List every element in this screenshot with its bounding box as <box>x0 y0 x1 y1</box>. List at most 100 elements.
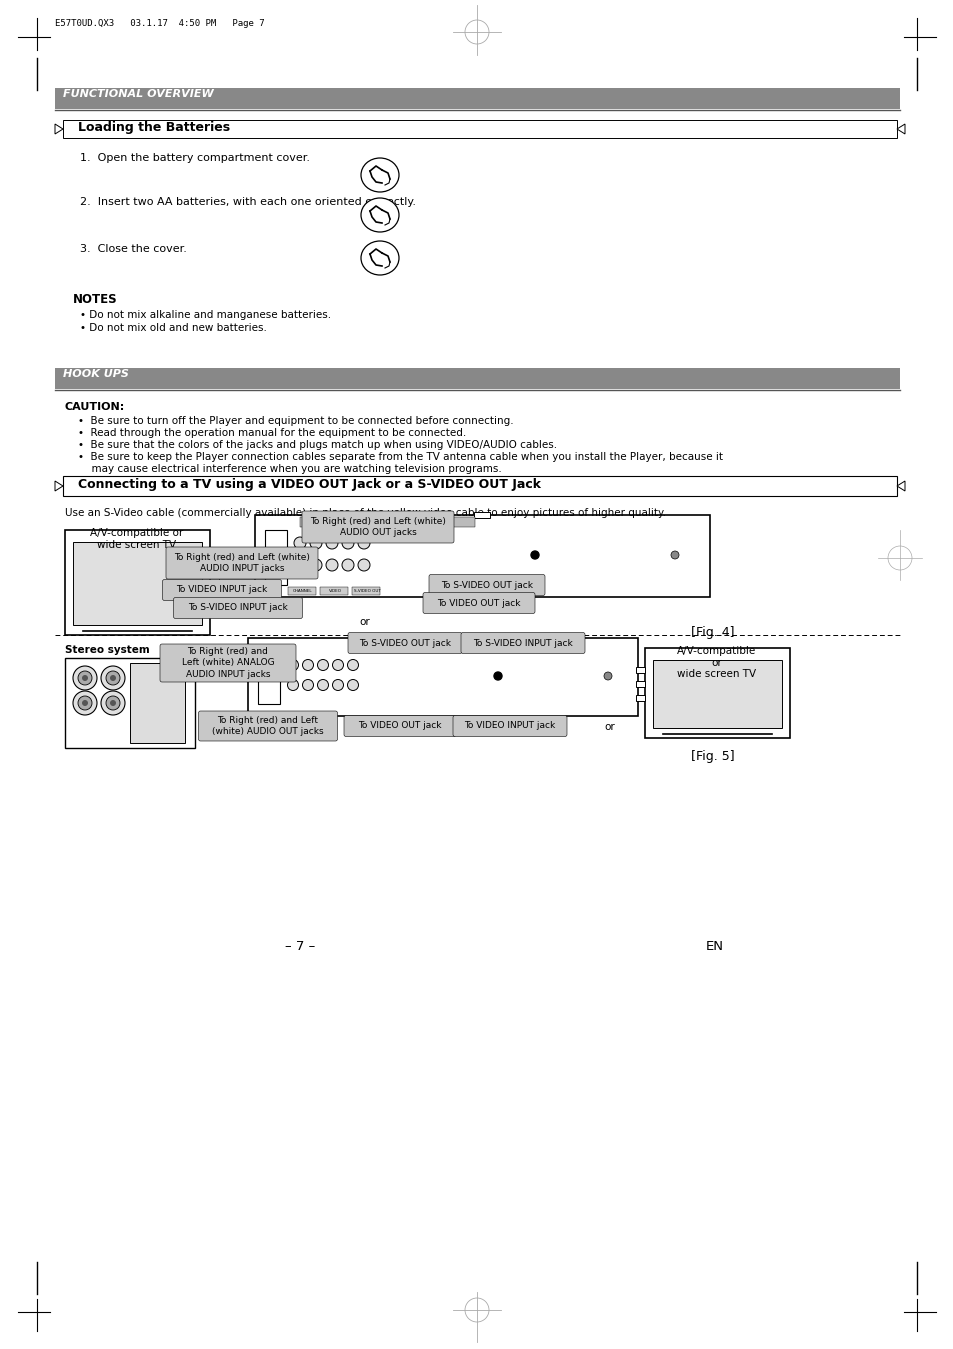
Text: S-VIDEO OUT: S-VIDEO OUT <box>354 590 380 594</box>
Bar <box>254 515 709 598</box>
Circle shape <box>531 550 538 558</box>
Text: HOOK UPS: HOOK UPS <box>63 370 129 379</box>
Circle shape <box>101 691 125 715</box>
Bar <box>644 648 789 738</box>
Circle shape <box>347 660 358 670</box>
Bar <box>652 660 781 728</box>
Circle shape <box>294 537 306 549</box>
Bar <box>210 563 219 569</box>
Bar <box>299 517 385 527</box>
Circle shape <box>302 680 314 691</box>
Circle shape <box>341 558 354 571</box>
Circle shape <box>287 680 298 691</box>
Text: VIDEO: VIDEO <box>328 590 341 594</box>
Bar <box>65 530 210 635</box>
Circle shape <box>357 537 370 549</box>
Text: may cause electrical interference when you are watching television programs.: may cause electrical interference when y… <box>85 464 501 473</box>
FancyBboxPatch shape <box>460 633 584 653</box>
Circle shape <box>78 670 91 685</box>
Polygon shape <box>896 482 904 491</box>
Bar <box>265 530 287 585</box>
Bar <box>288 587 315 595</box>
Bar <box>474 513 490 518</box>
Text: To VIDEO OUT jack: To VIDEO OUT jack <box>436 599 520 607</box>
Circle shape <box>73 691 97 715</box>
Bar <box>395 517 475 527</box>
FancyBboxPatch shape <box>198 711 337 741</box>
Text: A/V-compatible
or
wide screen TV: A/V-compatible or wide screen TV <box>677 646 756 679</box>
Text: AUDIO OUT: AUDIO OUT <box>326 522 357 527</box>
FancyBboxPatch shape <box>173 598 302 618</box>
Circle shape <box>287 660 298 670</box>
Circle shape <box>341 537 354 549</box>
FancyBboxPatch shape <box>166 546 317 579</box>
Text: FUNCTIONAL OVERVIEW: FUNCTIONAL OVERVIEW <box>63 89 213 98</box>
Text: To Right (red) and Left (white)
AUDIO OUT jacks: To Right (red) and Left (white) AUDIO OU… <box>310 517 445 537</box>
Text: •  Be sure that the colors of the jacks and plugs match up when using VIDEO/AUDI: • Be sure that the colors of the jacks a… <box>78 440 557 451</box>
Circle shape <box>78 696 91 710</box>
Text: [Fig. 4]: [Fig. 4] <box>691 626 734 639</box>
FancyBboxPatch shape <box>162 580 281 600</box>
Text: To S-VIDEO INPUT jack: To S-VIDEO INPUT jack <box>473 638 572 648</box>
Text: To S-VIDEO OUT jack: To S-VIDEO OUT jack <box>358 638 451 648</box>
Text: To Right (red) and Left (white)
AUDIO INPUT jacks: To Right (red) and Left (white) AUDIO IN… <box>173 553 310 573</box>
Circle shape <box>106 696 120 710</box>
Bar <box>636 666 644 673</box>
FancyBboxPatch shape <box>344 715 456 737</box>
Bar <box>248 638 638 716</box>
Circle shape <box>294 558 306 571</box>
Bar <box>65 658 194 747</box>
Text: To VIDEO OUT jack: To VIDEO OUT jack <box>358 722 441 731</box>
Text: or: or <box>604 722 615 733</box>
Bar <box>210 577 219 583</box>
Circle shape <box>333 660 343 670</box>
FancyBboxPatch shape <box>160 643 295 683</box>
Text: Stereo system: Stereo system <box>65 645 150 656</box>
Circle shape <box>110 674 116 681</box>
Text: E57T0UD.QX3   03.1.17  4:50 PM   Page 7: E57T0UD.QX3 03.1.17 4:50 PM Page 7 <box>55 19 264 28</box>
FancyBboxPatch shape <box>453 715 566 737</box>
FancyBboxPatch shape <box>422 592 535 614</box>
Circle shape <box>110 700 116 706</box>
Bar <box>257 652 280 704</box>
Bar <box>130 662 185 743</box>
Circle shape <box>603 672 612 680</box>
Bar <box>55 88 899 109</box>
Circle shape <box>333 680 343 691</box>
Circle shape <box>82 700 88 706</box>
Bar <box>352 587 379 595</box>
Text: To VIDEO INPUT jack: To VIDEO INPUT jack <box>176 585 268 595</box>
Text: [Fig. 5]: [Fig. 5] <box>691 750 734 764</box>
Polygon shape <box>55 482 63 491</box>
FancyBboxPatch shape <box>348 633 461 653</box>
Circle shape <box>101 666 125 689</box>
Circle shape <box>106 670 120 685</box>
Text: To S-VIDEO INPUT jack: To S-VIDEO INPUT jack <box>188 603 288 612</box>
Text: Connecting to a TV using a VIDEO OUT Jack or a S-VIDEO OUT Jack: Connecting to a TV using a VIDEO OUT Jac… <box>78 478 540 491</box>
Text: A/V-compatible or
wide screen TV: A/V-compatible or wide screen TV <box>91 527 183 549</box>
Bar <box>210 591 219 598</box>
Text: To Right (red) and Left
(white) AUDIO OUT jacks: To Right (red) and Left (white) AUDIO OU… <box>212 716 323 737</box>
Text: 3.  Close the cover.: 3. Close the cover. <box>80 244 187 254</box>
Circle shape <box>357 558 370 571</box>
Text: •  Be sure to turn off the Player and equipment to be connected before connectin: • Be sure to turn off the Player and equ… <box>78 415 513 426</box>
Bar <box>636 681 644 687</box>
Circle shape <box>302 660 314 670</box>
Polygon shape <box>55 124 63 134</box>
Bar <box>73 542 202 625</box>
Ellipse shape <box>360 158 398 192</box>
Text: – 7 –: – 7 – <box>285 940 314 952</box>
Circle shape <box>310 558 322 571</box>
Bar <box>435 635 451 641</box>
Circle shape <box>310 537 322 549</box>
Bar <box>63 476 896 496</box>
Text: Loading the Batteries: Loading the Batteries <box>78 121 230 134</box>
Text: Use an S-Video cable (commercially available) in place of the yellow video cable: Use an S-Video cable (commercially avail… <box>65 509 665 518</box>
Circle shape <box>317 660 328 670</box>
Bar <box>210 549 219 554</box>
Ellipse shape <box>360 198 398 232</box>
Text: •  Be sure to keep the Player connection cables separate from the TV antenna cab: • Be sure to keep the Player connection … <box>78 452 722 461</box>
Polygon shape <box>896 124 904 134</box>
Text: S-VIDEO
VIDEO OUT: S-VIDEO VIDEO OUT <box>421 522 448 533</box>
Text: • Do not mix alkaline and manganese batteries.: • Do not mix alkaline and manganese batt… <box>80 310 331 320</box>
